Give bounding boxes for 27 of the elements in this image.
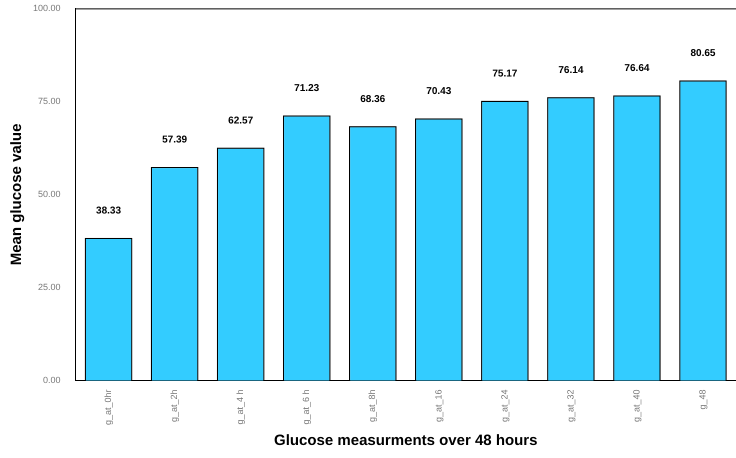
data-label: 76.14 [558,64,584,76]
data-label: 68.36 [360,94,386,105]
y-tick-label: 100.00 [32,2,61,13]
data-label: 62.57 [228,115,254,126]
x-axis-title: Glucose measurments over 48 hours [274,432,538,450]
x-tick-label: g_at_40 [631,389,642,422]
x-tick-label: g_48 [697,389,708,410]
y-axis-title: Mean glucose value [8,124,26,266]
y-tick-label: 0.00 [42,374,61,385]
y-tick-label: 50.00 [38,188,61,199]
y-tick-label: 25.00 [38,282,61,292]
data-label: 80.65 [690,48,716,60]
data-label: 71.23 [294,83,320,94]
x-tick-label: g_at_16 [433,389,444,422]
data-label: 70.43 [426,86,452,98]
data-label: 57.39 [162,134,188,146]
data-label: 75.17 [492,68,518,80]
data-label: 76.64 [624,63,650,74]
x-tick-label: g_at_32 [565,389,576,422]
y-tick-label: 75.00 [38,96,61,106]
data-label: 38.33 [96,206,122,217]
x-tick-label: g_at_8h [367,389,378,422]
x-tick-label: g_at_0hr [103,389,114,425]
x-tick-label: g_at_6 h [301,389,312,425]
x-tick-label: g_at_2h [169,389,180,422]
x-tick-label: g_at_4 h [235,389,246,425]
x-tick-label: g_at_24 [499,389,510,422]
